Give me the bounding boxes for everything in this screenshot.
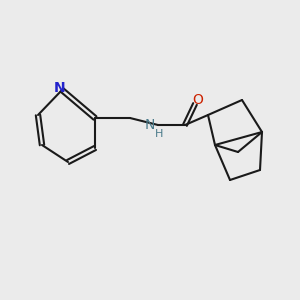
Text: N: N	[54, 81, 66, 95]
Text: O: O	[193, 93, 203, 107]
Text: H: H	[155, 129, 163, 139]
Text: N: N	[145, 118, 155, 132]
